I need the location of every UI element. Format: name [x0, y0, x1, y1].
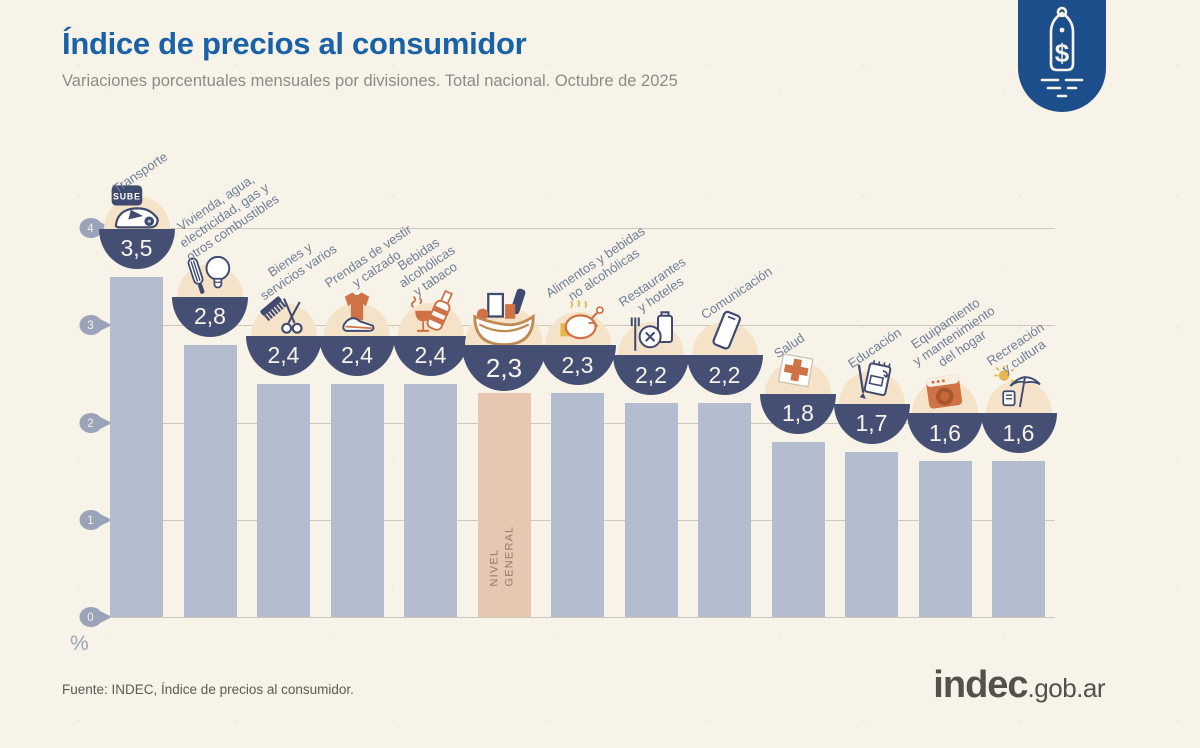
y-axis-tick-label: 4 [87, 223, 94, 235]
bar-value: 1,8 [782, 400, 814, 427]
y-axis-tick: 0 [79, 607, 112, 627]
value-bowl: 2,4 [245, 335, 322, 376]
basket-icon [473, 288, 535, 347]
bar [477, 393, 531, 617]
value-bowl: 2,4 [392, 335, 469, 376]
page-title: Índice de precios al consumidor [62, 26, 527, 61]
restaurant-hotel-icon [630, 311, 674, 351]
value-bowl: 2,3 [539, 345, 616, 386]
y-axis-tick: 3 [79, 315, 112, 336]
bar-value: 2,4 [267, 342, 300, 369]
value-bowl: 2,8 [172, 296, 248, 337]
indec-logo: indec .gob.ar [933, 664, 1105, 707]
page-subtitle: Variaciones porcentuales mensuales por d… [62, 72, 678, 90]
bar-value: 2,2 [635, 361, 667, 388]
y-axis-tick-label: 0 [87, 612, 93, 624]
health-icon [777, 353, 814, 388]
y-axis-tick-label: 2 [87, 418, 93, 430]
value-bowl: 1,7 [833, 403, 910, 444]
brand-badge: $ [1018, 0, 1106, 112]
logo-gob-ar-text: .gob.ar [1027, 673, 1106, 703]
value-bowl: 1,6 [980, 413, 1057, 454]
bar [183, 344, 237, 617]
y-axis-tick: 2 [79, 412, 112, 433]
misc-goods-icon [259, 296, 303, 334]
clothing-icon [342, 291, 375, 332]
bar [918, 461, 972, 617]
alcohol-tobacco-icon [410, 289, 453, 332]
housing-icon [187, 255, 231, 294]
value-bowl: 1,6 [907, 413, 983, 454]
food-icon [560, 300, 604, 340]
home-equipment-icon [926, 375, 963, 409]
value-bowl: 2,2 [613, 355, 689, 396]
education-icon [857, 359, 891, 399]
bar [330, 383, 384, 617]
value-bowl: 2,2 [686, 355, 763, 396]
bar [771, 441, 825, 617]
y-axis-tick: 1 [79, 509, 112, 530]
phone-icon [711, 310, 741, 350]
grid-line [112, 617, 1055, 618]
bar [551, 393, 604, 617]
bar [404, 383, 457, 617]
bar [845, 451, 898, 617]
percent-axis-label: % [70, 632, 89, 655]
bar-value: 1,7 [855, 410, 888, 437]
bar-value: 2,3 [561, 351, 594, 378]
grid-line [112, 228, 1055, 229]
value-bowl: 3,5 [98, 228, 175, 269]
dollar-symbol: $ [1055, 38, 1070, 68]
bar-value: 2,4 [341, 342, 373, 369]
bar [992, 461, 1045, 617]
value-bowl: 1,8 [760, 393, 836, 434]
bar [698, 403, 751, 617]
bar-value: 1,6 [929, 419, 961, 446]
bar-value: 2,8 [194, 303, 226, 330]
nivel-general-label: NIVEL GENERAL [488, 525, 515, 587]
bar-value: 2,3 [485, 352, 523, 383]
value-bowl: 2,4 [319, 335, 395, 376]
bar-value: 2,4 [414, 342, 447, 369]
recreation-icon [994, 366, 1041, 408]
transport-icon: SUBE [111, 185, 159, 229]
y-axis-tick-label: 3 [87, 320, 93, 332]
source-note: Fuente: INDEC, Índice de precios al cons… [62, 682, 354, 697]
svg-text:SUBE: SUBE [113, 191, 141, 201]
bar-value: 3,5 [120, 235, 153, 262]
bar-value: 2,2 [708, 361, 741, 388]
bar [110, 276, 163, 617]
price-tag-icon: $ [1040, 6, 1084, 98]
y-axis-tick-label: 1 [87, 515, 93, 527]
bar [257, 383, 310, 617]
value-bowl: 2,3 [462, 345, 546, 392]
bar-value: 1,6 [1002, 419, 1035, 446]
logo-indec-text: indec [933, 664, 1028, 706]
bar [624, 403, 678, 617]
